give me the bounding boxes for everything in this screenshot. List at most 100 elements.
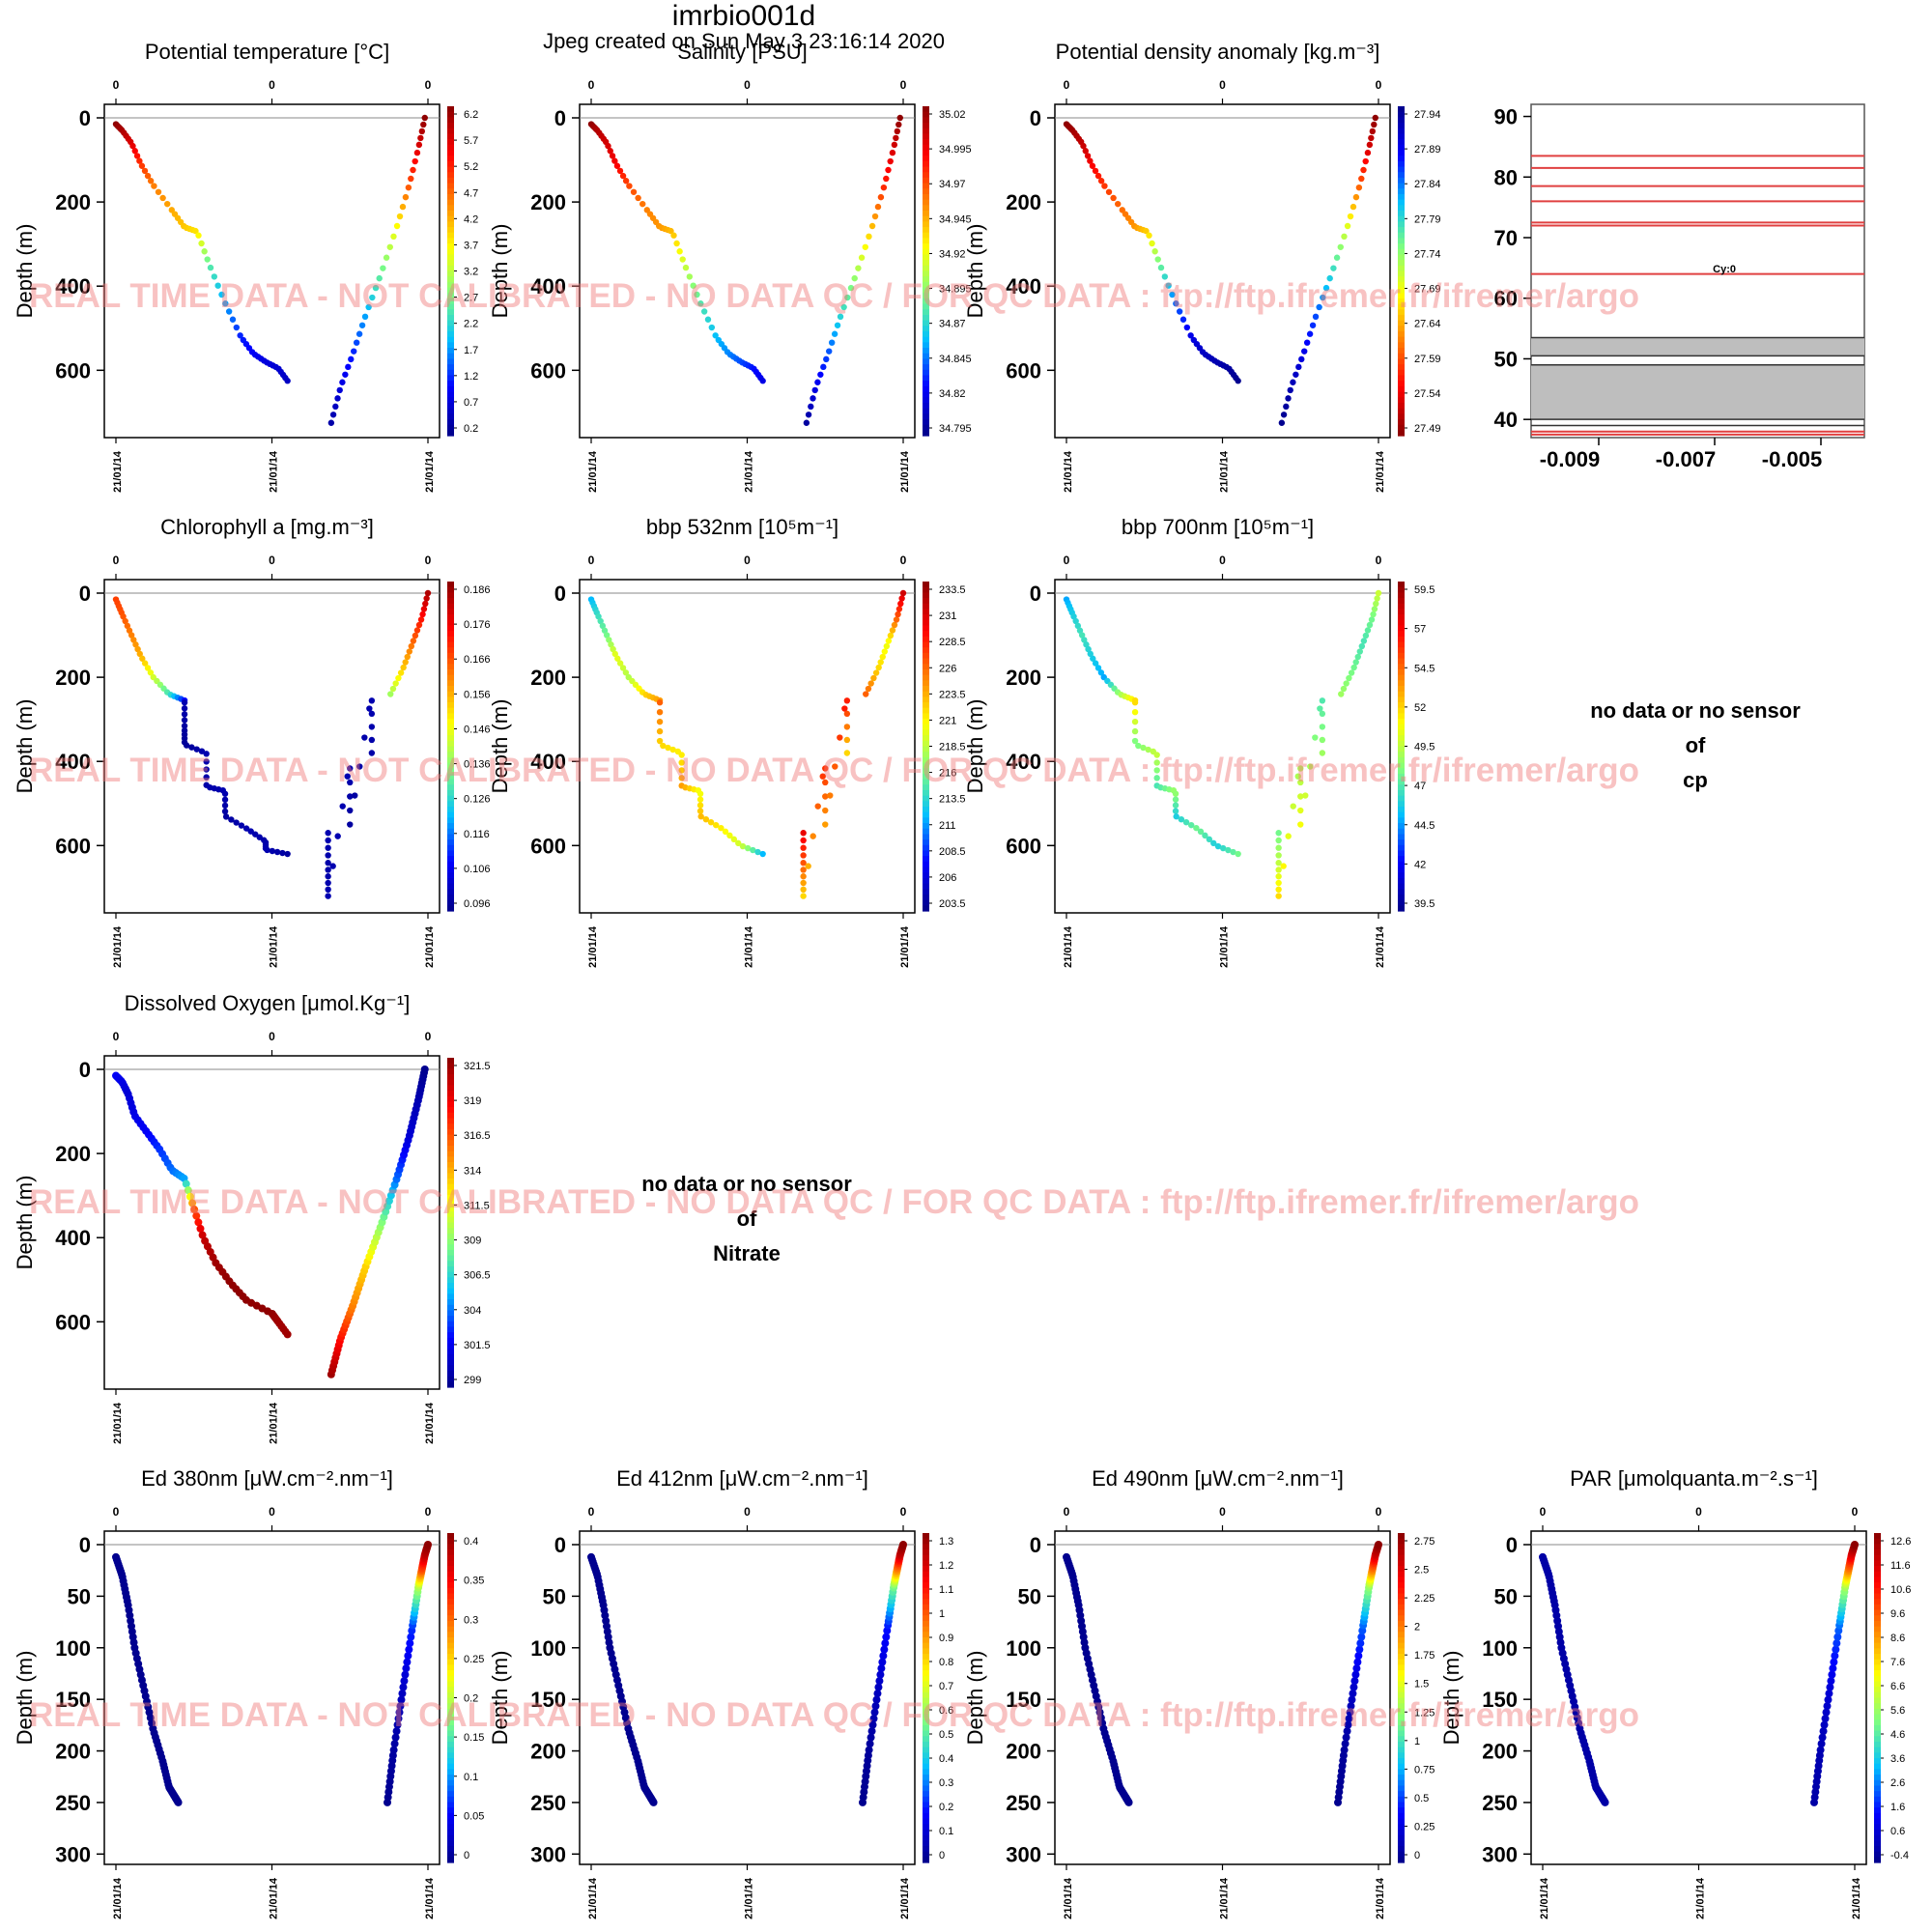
data-point — [876, 1670, 885, 1679]
plot-frame — [103, 1055, 440, 1390]
data-point — [696, 802, 704, 809]
colorbar-segment — [923, 298, 929, 305]
y-tick-label: 0 — [1506, 1533, 1518, 1557]
colorbar-segment — [447, 342, 454, 349]
colorbar-label: 1.3 — [939, 1536, 953, 1548]
colorbar-segment — [1398, 668, 1405, 676]
data-point — [334, 395, 341, 402]
date-tick-label: 21/01/14 — [1219, 925, 1231, 968]
colorbar-segment — [447, 1299, 454, 1306]
data-point — [345, 363, 352, 371]
colorbar-label: 5.7 — [464, 135, 478, 147]
colorbar-segment — [447, 735, 454, 742]
data-point — [1341, 1740, 1350, 1748]
data-point — [347, 779, 354, 786]
colorbar-segment — [447, 281, 454, 289]
colorbar-segment — [1398, 1719, 1405, 1726]
data-point — [686, 273, 694, 280]
colorbar-segment — [923, 592, 929, 599]
data-point — [361, 734, 368, 741]
data-point — [1316, 303, 1322, 311]
colorbar-segment — [447, 1211, 454, 1218]
data-point — [1364, 149, 1372, 156]
data-point — [204, 256, 211, 263]
colorbar-segment — [1398, 227, 1405, 234]
colorbar-segment — [1398, 1571, 1405, 1578]
colorbar-segment — [1398, 795, 1405, 802]
colorbar-segment — [923, 1571, 929, 1578]
colorbar-segment — [447, 795, 454, 802]
colorbar-segment — [1398, 369, 1405, 377]
data-point — [875, 664, 882, 671]
colorbar-segment — [447, 397, 454, 404]
colorbar-segment — [447, 369, 454, 377]
data-point — [228, 816, 235, 823]
colorbar-segment — [1398, 680, 1405, 687]
chart-title: Chlorophyll a [mg.m⁻³] — [160, 515, 374, 539]
y-tick-label: 60 — [1494, 287, 1518, 311]
data-point — [1319, 724, 1326, 730]
colorbar-segment — [1398, 1812, 1405, 1820]
colorbar-segment — [447, 1741, 454, 1748]
data-point — [413, 149, 421, 156]
colorbar-segment — [447, 1648, 454, 1655]
data-point — [1089, 162, 1096, 169]
data-point — [420, 606, 428, 612]
colorbar-label: 0.186 — [464, 584, 491, 596]
data-point — [1326, 274, 1333, 282]
y-tick-label: 200 — [55, 1142, 91, 1166]
colorbar-segment — [447, 1818, 454, 1825]
colorbar-segment — [1874, 1791, 1881, 1798]
data-point — [1369, 128, 1377, 135]
data-point — [1214, 842, 1222, 850]
colorbar-segment — [923, 1724, 929, 1732]
data-point — [1092, 660, 1099, 667]
data-point — [408, 642, 415, 650]
colorbar-segment — [923, 740, 929, 748]
colorbar-segment — [447, 828, 454, 836]
colorbar-label: 27.54 — [1414, 388, 1441, 400]
colorbar-label: 0.126 — [464, 794, 491, 806]
data-point — [390, 233, 397, 241]
colorbar-segment — [1398, 260, 1405, 267]
data-point — [883, 642, 891, 650]
data-point — [1131, 708, 1139, 716]
colorbar-segment — [447, 424, 454, 431]
colorbar-segment — [1874, 1675, 1881, 1683]
chart-title: bbp 532nm [10⁵m⁻¹] — [646, 515, 838, 539]
colorbar-segment — [447, 1265, 454, 1273]
colorbar-segment — [923, 1533, 929, 1540]
colorbar-segment — [447, 1167, 454, 1174]
data-point — [1356, 648, 1363, 655]
data-point — [828, 339, 836, 346]
chart-title: PAR [μmolquanta.m⁻².s⁻¹] — [1570, 1466, 1818, 1491]
colorbar-segment — [447, 844, 454, 852]
colorbar-segment — [1398, 381, 1405, 387]
colorbar-label: 34.995 — [939, 144, 972, 156]
data-point — [1172, 802, 1179, 809]
colorbar-segment — [1398, 752, 1405, 758]
colorbar-segment — [1398, 582, 1405, 588]
colorbar-segment — [447, 1321, 454, 1328]
colorbar-label: -0.4 — [1890, 1850, 1909, 1861]
data-point — [392, 680, 399, 687]
colorbar-segment — [447, 293, 454, 299]
data-point — [1352, 193, 1360, 201]
colorbar-segment — [447, 1277, 454, 1284]
data-point — [415, 621, 423, 629]
data-point — [1333, 254, 1341, 261]
colorbar-segment — [447, 1857, 454, 1863]
colorbar-label: 27.89 — [1414, 144, 1441, 156]
colorbar-segment — [923, 1829, 929, 1836]
no-data-nitrate-line3: Nitrate — [713, 1241, 781, 1265]
colorbar-segment — [1874, 1549, 1881, 1556]
colorbar-segment — [923, 1566, 929, 1573]
data-point — [389, 1746, 398, 1754]
colorbar-segment — [447, 106, 454, 113]
data-point — [400, 1677, 409, 1686]
date-tick-label: 21/01/14 — [1375, 925, 1386, 968]
colorbar-segment — [447, 1615, 454, 1622]
colorbar-segment — [447, 1681, 454, 1688]
colorbar-segment — [447, 1128, 454, 1136]
data-point — [159, 194, 166, 202]
